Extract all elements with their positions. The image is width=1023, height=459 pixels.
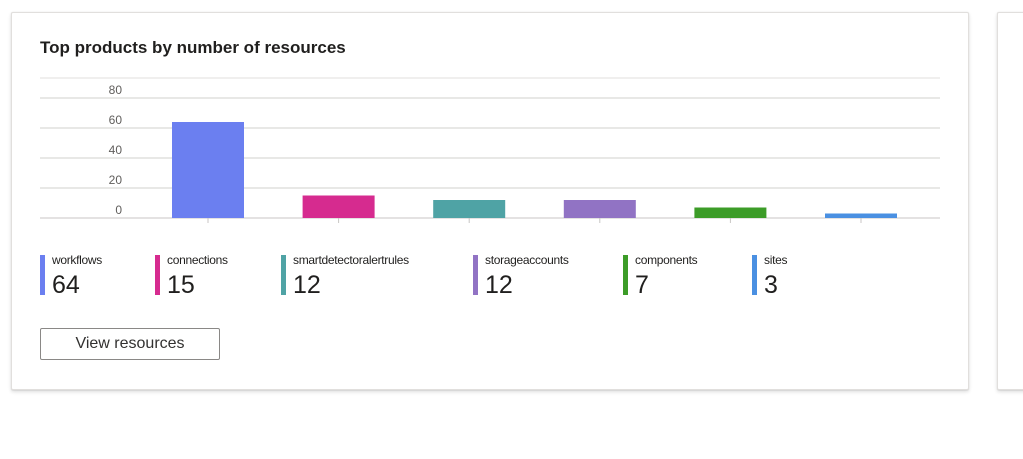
legend-label: connections [167, 253, 228, 267]
y-tick-label-0: 0 [115, 203, 122, 217]
legend-swatch [155, 255, 160, 295]
top-products-card: Top products by number of resources 0 20 4… [11, 12, 969, 390]
legend-swatch [473, 255, 478, 295]
legend-value: 64 [52, 271, 80, 299]
y-tick-label-20: 20 [109, 173, 123, 187]
x-axis-ticks [207, 218, 862, 223]
legend-swatch [281, 255, 286, 295]
legend-value: 12 [293, 271, 321, 299]
bar-storageaccounts[interactable] [563, 200, 636, 218]
legend-value: 12 [485, 271, 513, 299]
bar-chart: 0 20 40 60 80 [40, 77, 940, 223]
bar-smartdetectoralertrules[interactable] [433, 200, 506, 218]
bar-connections[interactable] [302, 195, 375, 219]
legend-label: storageaccounts [485, 253, 569, 267]
y-tick-label-40: 40 [109, 143, 123, 157]
legend-swatch [752, 255, 757, 295]
y-axis-tick-labels: 0 20 40 60 80 [109, 83, 123, 217]
legend-label: sites [764, 253, 788, 267]
bar-components[interactable] [694, 207, 767, 219]
legend-label: smartdetectoralertrules [293, 253, 409, 267]
bar-sites[interactable] [825, 213, 897, 219]
chart-legend: workflows 64 connections 15 smartdetectorale… [40, 253, 940, 313]
legend-swatch [40, 255, 45, 295]
legend-label: workflows [52, 253, 102, 267]
bar-workflows[interactable] [172, 122, 244, 218]
legend-value: 7 [635, 271, 649, 299]
legend-value: 15 [167, 271, 195, 299]
y-tick-label-60: 60 [109, 113, 123, 127]
chart-bars [172, 122, 897, 218]
legend-swatch [623, 255, 628, 295]
y-tick-label-80: 80 [109, 83, 123, 97]
legend-value: 3 [764, 271, 778, 299]
card-title: Top products by number of resources [40, 38, 346, 57]
view-resources-button[interactable]: View resources [40, 328, 220, 360]
adjacent-card [997, 12, 1023, 390]
legend-label: components [635, 253, 698, 267]
